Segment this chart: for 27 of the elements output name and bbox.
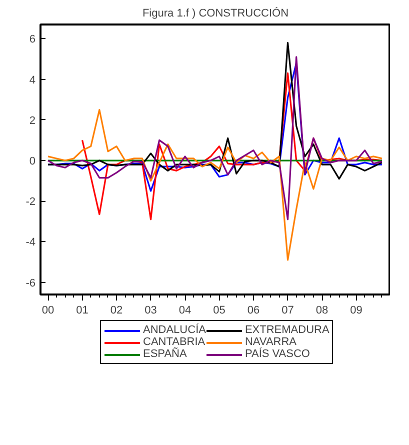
x-tick-label: 08 [316, 304, 328, 316]
x-tick-label: 04 [178, 304, 192, 316]
y-tick-label: 2 [29, 114, 36, 127]
chart-title: Figura 1.f ) CONSTRUCCIÓN [142, 6, 289, 20]
line-series [47, 56, 383, 220]
x-tick-label: 06 [247, 304, 260, 316]
x-tick-label: 07 [282, 304, 294, 316]
y-tick-label: -4 [26, 236, 36, 249]
x-tick-label: 01 [76, 304, 88, 316]
y-tick-label: 6 [29, 34, 36, 46]
y-tick-label: -6 [26, 277, 36, 290]
legend-label: NAVARRA [244, 336, 297, 348]
x-tick-label: 00 [42, 304, 54, 316]
legend-label: EXTREMADURA [244, 324, 330, 336]
x-tick-label: 05 [213, 304, 226, 316]
legend-label: PAÍS VASCO [244, 348, 310, 360]
y-tick-label: 0 [29, 156, 36, 168]
x-tick-label: 09 [350, 304, 362, 316]
y-tick-label: 4 [29, 74, 36, 86]
legend-label: ESPAÑA [143, 348, 187, 360]
legend-label: CANTABRIA [143, 336, 206, 348]
line-series [47, 108, 383, 261]
y-tick-label: -2 [26, 196, 36, 208]
x-tick-label: 02 [110, 304, 123, 316]
legend-label: ANDALUCÍA [143, 324, 206, 336]
x-tick-label: 03 [144, 304, 157, 316]
line-series [47, 42, 383, 180]
